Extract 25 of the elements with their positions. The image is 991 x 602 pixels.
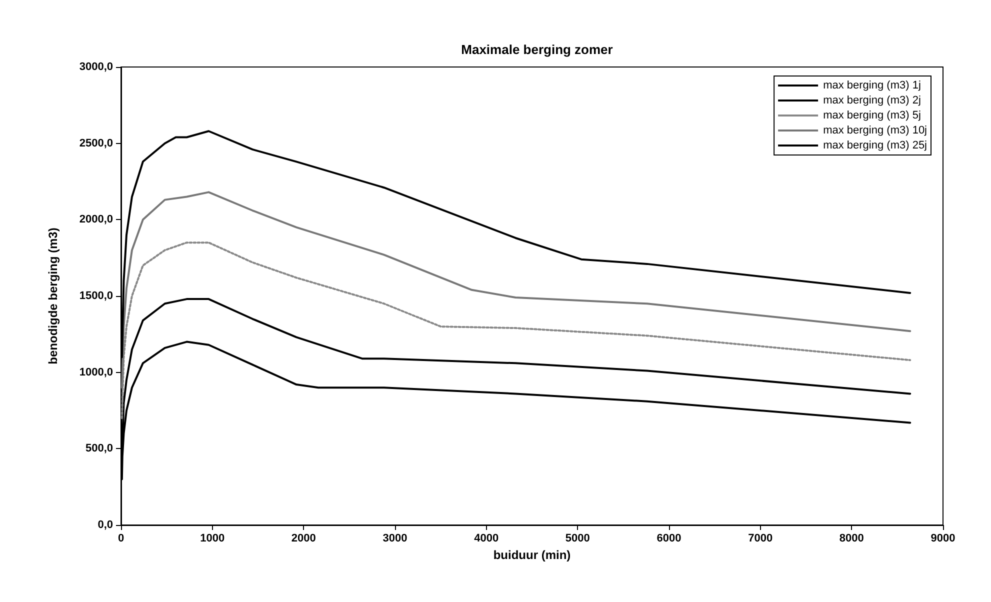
- y-tick-label: 0,0: [98, 519, 113, 531]
- x-tick-label: 2000: [291, 532, 316, 544]
- y-tick-label: 2500,0: [79, 137, 113, 150]
- y-tick-label: 2000,0: [79, 214, 113, 226]
- x-tick-label: 0: [118, 532, 124, 544]
- legend-label: max berging (m3) 1j: [823, 80, 921, 92]
- legend-label: max berging (m3) 10j: [823, 124, 928, 136]
- x-tick-label: 9000: [930, 532, 956, 544]
- legend-label: max berging (m3) 2j: [823, 94, 921, 106]
- x-tick-label: 8000: [839, 532, 864, 544]
- y-tick-label: 500,0: [85, 442, 113, 455]
- chart-title: Maximale berging zomer: [461, 42, 613, 57]
- x-tick-label: 3000: [382, 532, 408, 544]
- y-tick-label: 1500,0: [79, 290, 113, 302]
- legend-label: max berging (m3) 5j: [823, 110, 921, 122]
- x-tick-label: 1000: [200, 532, 225, 544]
- x-tick-label: 4000: [474, 532, 499, 544]
- x-axis-title: buiduur (min): [493, 548, 571, 562]
- x-tick-label: 5000: [565, 532, 590, 544]
- y-tick-label: 3000,0: [79, 61, 113, 73]
- x-tick-label: 6000: [656, 532, 682, 544]
- y-axis-title: benodigde berging (m3): [46, 228, 60, 364]
- x-tick-label: 7000: [748, 532, 773, 544]
- y-tick-label: 1000,0: [79, 366, 113, 378]
- legend-label: max berging (m3) 25j: [823, 140, 928, 152]
